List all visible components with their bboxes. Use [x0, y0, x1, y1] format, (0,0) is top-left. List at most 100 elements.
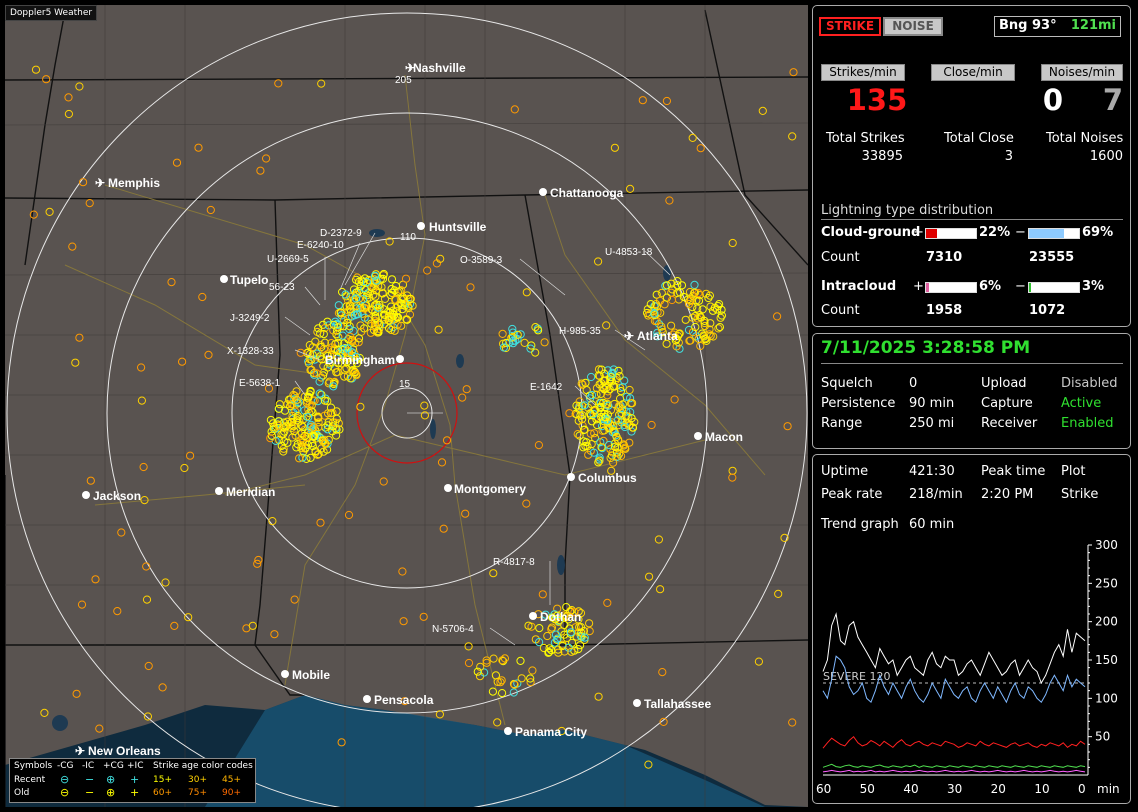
storm-tag[interactable]: E-1642 [530, 382, 563, 393]
capture-label: Capture [981, 396, 1033, 411]
strike-marker [644, 760, 653, 769]
strike-marker [589, 448, 599, 457]
squelch-value[interactable]: 0 [909, 376, 918, 391]
legend-recent-neg-ic-icon: − [85, 773, 95, 786]
strike-marker [557, 726, 566, 736]
strike-marker [488, 687, 497, 696]
strike-marker [613, 436, 623, 445]
noises-per-min-label: Noises/min [1041, 64, 1123, 81]
trend-value[interactable]: 60 min [909, 517, 955, 532]
strike-marker [292, 443, 301, 452]
strike-marker [611, 442, 620, 451]
total-noises-label: Total Noises [1046, 131, 1124, 146]
strike-marker [198, 292, 207, 302]
range-value[interactable]: 250 mi [909, 416, 955, 431]
strike-marker [625, 438, 634, 447]
strike-marker [387, 302, 396, 311]
strike-button[interactable]: STRIKE [819, 17, 881, 36]
lightning-map[interactable]: Doppler5 Weather [5, 5, 808, 807]
strike-marker [562, 613, 571, 622]
strike-marker [328, 422, 337, 431]
storm-tag[interactable]: N-5706-4 [432, 624, 474, 635]
strike-marker [40, 708, 49, 718]
strike-marker [375, 300, 384, 310]
strike-marker [379, 305, 388, 314]
strike-marker [625, 385, 634, 395]
storm-tag[interactable]: X-1328-33 [227, 346, 274, 357]
strike-marker [592, 384, 602, 393]
plot-value[interactable]: Strike [1061, 487, 1099, 502]
strike-marker [591, 405, 600, 414]
storm-tag[interactable]: 56-23 [269, 282, 295, 293]
legend-old-pos-ic-icon: + [130, 786, 140, 799]
persistence-value[interactable]: 90 min [909, 396, 955, 411]
storm-tag[interactable]: U-4853-18 [605, 247, 653, 258]
bearing-value: Bng 93° [999, 18, 1057, 33]
peak-time-value: 2:20 PM [981, 487, 1034, 502]
strike-marker [304, 413, 313, 422]
storm-tag[interactable]: E-5638-1 [239, 378, 281, 389]
strike-marker [508, 332, 517, 342]
strike-marker [325, 358, 334, 367]
ic-minus-sign: − [1015, 279, 1026, 294]
strike-marker [646, 300, 655, 309]
strike-marker [296, 348, 305, 357]
storm-tag[interactable]: H-985-35 [559, 326, 601, 337]
storm-tag[interactable]: O-3589-3 [460, 255, 503, 266]
strike-marker [584, 450, 593, 459]
storm-tag[interactable]: D-2372-9 [320, 228, 362, 239]
strike-marker [565, 624, 574, 633]
strike-marker [254, 555, 263, 565]
strike-marker [351, 294, 360, 303]
strike-marker [292, 395, 301, 404]
range-rings [6, 12, 808, 807]
strike-marker [336, 308, 345, 317]
strike-marker [601, 413, 610, 422]
strike-marker [64, 93, 73, 102]
strike-marker [434, 325, 443, 334]
strike-marker [329, 320, 338, 329]
svg-text:Meridian: Meridian [226, 485, 275, 499]
strike-marker [113, 607, 122, 616]
cg-minus-count: 23555 [1029, 250, 1075, 265]
strike-marker [628, 423, 638, 432]
strike-marker [498, 329, 507, 338]
storm-tag[interactable]: J-3249-2 [230, 313, 270, 324]
svg-text:Tupelo: Tupelo [230, 273, 268, 287]
strike-marker [704, 293, 713, 303]
upload-value[interactable]: Disabled [1061, 376, 1118, 391]
strike-marker [320, 338, 329, 347]
county-lines [5, 5, 808, 807]
strike-marker [268, 517, 277, 526]
strike-marker [585, 619, 594, 628]
storm-tag[interactable]: R-4817-8 [493, 557, 535, 568]
strike-marker [571, 623, 580, 632]
strike-marker [562, 611, 572, 620]
receiver-value[interactable]: Enabled [1061, 416, 1114, 431]
x-tick-label: 30 [947, 782, 962, 796]
squelch-label: Squelch [821, 376, 873, 391]
city-tallahassee: Tallahassee [633, 697, 711, 711]
peak-rate-value: 218/min [909, 487, 963, 502]
strike-marker [524, 621, 533, 630]
strike-marker [401, 274, 411, 283]
capture-value[interactable]: Active [1061, 396, 1102, 411]
strike-marker [315, 377, 324, 386]
svg-text:Chattanooga: Chattanooga [550, 186, 624, 200]
strike-marker [570, 608, 579, 617]
legend-symbols-header: Symbols [14, 761, 53, 771]
storm-tag[interactable]: U-2669-5 [267, 254, 309, 265]
strike-marker [603, 399, 612, 408]
datetime: 7/11/2025 3:28:58 PM [821, 338, 1031, 358]
strike-marker [256, 166, 265, 175]
legend-recent-pos-cg-icon: ⊕ [106, 773, 116, 786]
storm-tag[interactable]: E-6240-10 [297, 240, 344, 251]
noise-button[interactable]: NOISE [883, 17, 943, 36]
strike-marker [387, 325, 396, 335]
trend-series-line [822, 763, 1086, 768]
legend-pos-cg-header: +CG [103, 761, 124, 771]
city-montgomery: Montgomery [444, 482, 526, 496]
strike-marker [605, 440, 614, 450]
strike-marker [620, 422, 629, 432]
svg-text:Atlanta: Atlanta [637, 329, 678, 343]
